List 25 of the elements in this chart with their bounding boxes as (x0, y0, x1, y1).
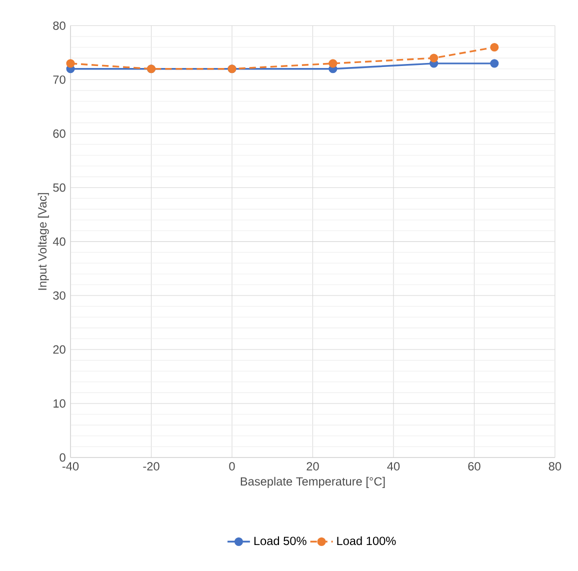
x-tick-label: 60 (468, 462, 480, 471)
x-tick-label: 20 (306, 462, 319, 471)
x-axis-title: Baseplate Temperature [°C] (240, 477, 385, 488)
y-tick-label: 70 (53, 76, 66, 84)
y-tick-label: 40 (52, 238, 66, 246)
x-tick-label: 0 (229, 462, 235, 471)
y-tick-label: 50 (53, 184, 66, 192)
y-tick-label: 30 (53, 291, 66, 300)
point (328, 59, 338, 68)
x-tick-label: -40 (62, 462, 79, 471)
legend-label: Load 100% (337, 536, 396, 546)
x-tick-label: 80 (548, 462, 562, 471)
point (430, 54, 438, 62)
y-tick-label: 10 (54, 399, 66, 408)
y-tick-label: 80 (53, 22, 66, 30)
y-tick-label: 60 (53, 130, 66, 138)
y-tick-label: 0 (60, 453, 66, 462)
point (490, 59, 499, 68)
x-tick-label: 40 (387, 462, 400, 471)
legend-label: Load 50% (254, 536, 306, 546)
point (66, 59, 75, 68)
point (490, 43, 499, 52)
y-tick-label: 20 (53, 345, 66, 354)
x-tick-label: -20 (143, 462, 160, 471)
y-axis-title: Input Voltage [Vac] (38, 193, 49, 290)
